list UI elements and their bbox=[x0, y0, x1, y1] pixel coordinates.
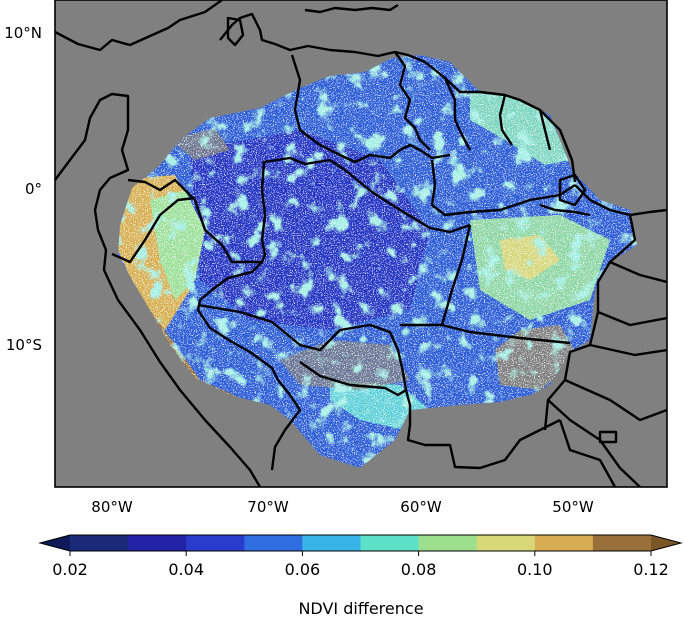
border-suriname-guiana bbox=[498, 94, 513, 146]
lon-tick-70w: 70°W bbox=[247, 498, 289, 516]
border-brazil-state-2 bbox=[400, 224, 472, 327]
colorbar-tick-label: 0.10 bbox=[517, 560, 553, 579]
border-brazil-bolivia bbox=[197, 303, 408, 397]
colorbar-ticks: 0.02 0.04 0.06 0.08 0.10 0.12 bbox=[52, 551, 669, 579]
colorbar-tick-label: 0.04 bbox=[168, 560, 204, 579]
border-central-america-coast bbox=[55, 0, 223, 52]
colorbar: 0.02 0.04 0.06 0.08 0.10 0.12 NDVI difference bbox=[38, 534, 683, 618]
border-brazil-state-1 bbox=[344, 169, 471, 234]
amazon-river-mouth bbox=[539, 203, 591, 217]
border-guiana-brazil bbox=[538, 109, 552, 151]
colorbar-tick-label: 0.02 bbox=[52, 560, 88, 579]
border-venezuela-guyana bbox=[394, 51, 431, 151]
colorbar-title: NDVI difference bbox=[298, 599, 423, 618]
colorbar-segment bbox=[128, 535, 187, 551]
border-bolivia-south bbox=[404, 389, 561, 470]
colorbar-segment bbox=[70, 535, 129, 551]
lake-maracaibo bbox=[226, 16, 245, 47]
colorbar-over-extension bbox=[651, 535, 681, 551]
lat-tick-10s: 10°S bbox=[6, 336, 42, 354]
colorbar-segment bbox=[186, 535, 245, 551]
lat-tick-10n: 10°N bbox=[4, 24, 42, 42]
border-pacific-coast bbox=[55, 92, 262, 487]
lon-tick-50w: 50°W bbox=[552, 498, 594, 516]
venezuela-guiana-north bbox=[304, 3, 399, 14]
colorbar-segment bbox=[534, 535, 594, 551]
border-pantanal bbox=[558, 419, 617, 487]
lon-tick-60w: 60°W bbox=[400, 498, 442, 516]
border-caribbean-coast bbox=[219, 12, 577, 183]
border-guyana-suriname bbox=[443, 77, 472, 151]
lat-tick-0: 0° bbox=[25, 180, 42, 198]
border-brazil-state-4 bbox=[430, 159, 576, 217]
colorbar-segments bbox=[70, 535, 652, 551]
lake-outline bbox=[598, 430, 618, 444]
colorbar-segment bbox=[244, 535, 303, 551]
country-borders bbox=[55, 0, 667, 487]
colorbar-tick-label: 0.06 bbox=[285, 560, 321, 579]
border-brazil-state-8 bbox=[564, 378, 667, 422]
border-colombia-ecuador-peru bbox=[127, 156, 346, 264]
colorbar-segment bbox=[418, 535, 478, 551]
colorbar-tick-label: 0.12 bbox=[633, 560, 669, 579]
border-venezuela-brazil bbox=[290, 54, 451, 164]
border-brazil-state-6 bbox=[597, 310, 667, 327]
colorbar-under-extension bbox=[40, 535, 70, 551]
border-brazil-state-3 bbox=[441, 323, 571, 345]
colorbar-segment bbox=[592, 535, 652, 551]
border-peru-bolivia bbox=[270, 379, 302, 471]
border-peru-brazil bbox=[196, 261, 280, 381]
colorbar-segment bbox=[302, 535, 361, 551]
border-brazil-state-5 bbox=[609, 260, 667, 284]
border-brazil-northeast bbox=[629, 208, 667, 217]
map-frame bbox=[54, 0, 668, 488]
colorbar-segment bbox=[360, 535, 420, 551]
colorbar-segment bbox=[476, 535, 536, 551]
marajo-island-coast bbox=[558, 173, 587, 207]
lon-tick-80w: 80°W bbox=[91, 498, 133, 516]
colorbar-tick-label: 0.08 bbox=[401, 560, 437, 579]
border-brazil-state-7 bbox=[589, 343, 667, 357]
border-ecuador-peru bbox=[111, 196, 196, 264]
